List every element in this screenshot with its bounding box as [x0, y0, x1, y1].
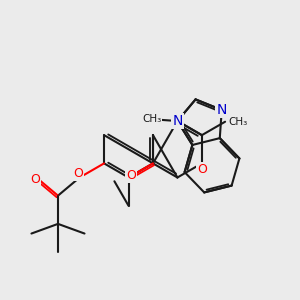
Text: O: O: [31, 173, 40, 186]
Text: O: O: [197, 164, 207, 176]
Text: N: N: [172, 114, 183, 128]
Text: O: O: [126, 169, 136, 182]
Text: O: O: [73, 167, 83, 180]
Text: CH₃: CH₃: [229, 117, 248, 127]
Text: CH₃: CH₃: [142, 114, 162, 124]
Text: N: N: [217, 103, 227, 117]
